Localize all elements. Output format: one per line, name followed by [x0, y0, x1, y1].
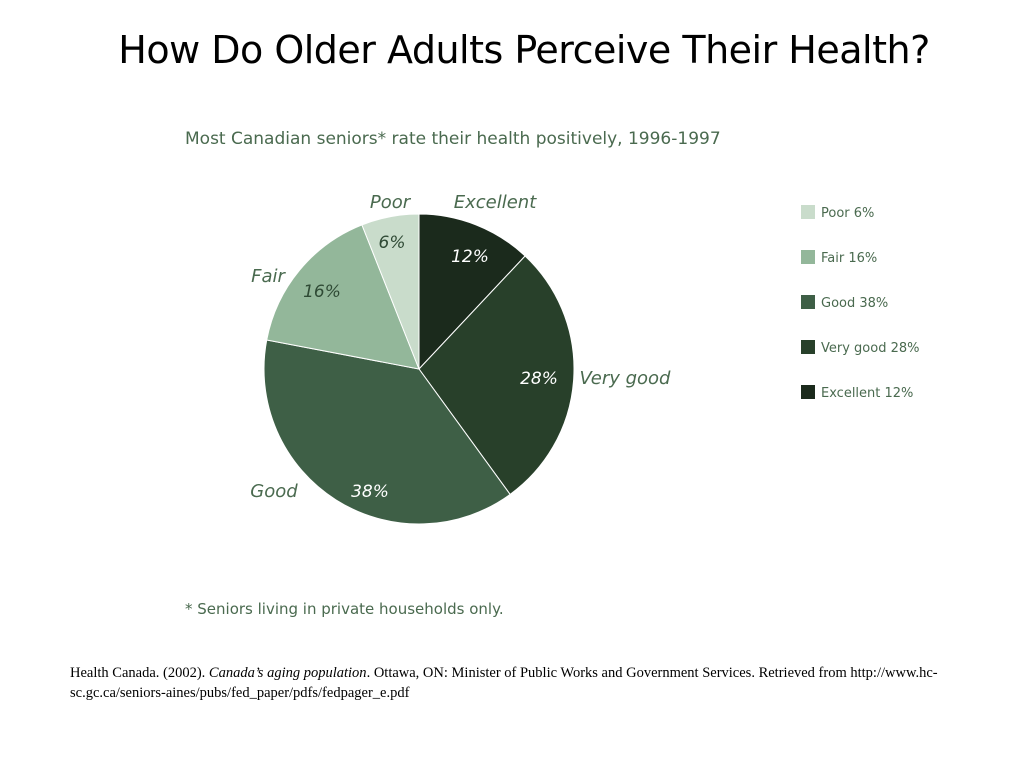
- legend-swatch-excellent-12-: [801, 385, 815, 399]
- slice-value-fair: 16%: [303, 282, 341, 302]
- citation-work-title: Canada’s aging population: [208, 665, 367, 681]
- slice-label-good: Good: [250, 481, 298, 502]
- chart-title: Most Canadian seniors* rate their health…: [185, 129, 721, 149]
- slice-value-excellent: 12%: [451, 247, 489, 267]
- pie-slice-good: [263, 339, 511, 525]
- pie-chart: Most Canadian seniors* rate their health…: [185, 129, 920, 618]
- legend-label-fair-16-: Fair 16%: [821, 251, 877, 266]
- pie-slice-very-good: [418, 255, 575, 496]
- legend-swatch-poor-6-: [801, 205, 815, 219]
- legend-swatch-good-38-: [801, 295, 815, 309]
- legend-swatch-fair-16-: [801, 250, 815, 264]
- pie-slice-excellent: [418, 213, 526, 371]
- slice-label-very-good: Very good: [580, 368, 672, 389]
- legend-swatch-very-good-28-: [801, 340, 815, 354]
- slice-value-poor: 6%: [379, 233, 406, 253]
- pie-slice-poor: [361, 213, 420, 370]
- slice-value-very-good: 28%: [520, 369, 558, 389]
- pie-slice-fair: [266, 224, 420, 370]
- slice-label-poor: Poor: [370, 192, 412, 213]
- legend-label-very-good-28-: Very good 28%: [821, 341, 920, 356]
- legend-label-excellent-12-: Excellent 12%: [821, 386, 913, 401]
- pie-slices: [263, 213, 575, 525]
- citation: Health Canada. (2002). Canada’s aging po…: [70, 663, 970, 703]
- legend-label-good-38-: Good 38%: [821, 296, 888, 311]
- legend: Poor 6% Fair 16% Good 38% Very good 28% Exce…: [801, 205, 920, 401]
- citation-publisher: . Ottawa, ON: Minister of Public Works a…: [70, 665, 938, 701]
- slice-value-good: 38%: [351, 482, 389, 502]
- slide-title: How Do Older Adults Perceive Their Healt…: [118, 28, 930, 72]
- legend-label-poor-6-: Poor 6%: [821, 206, 874, 221]
- pie-labels: Excellent 12% Very good 28% Good 38% Fair 16% Po…: [250, 192, 671, 502]
- citation-author-year: Health Canada. (2002).: [70, 665, 206, 681]
- slice-label-fair: Fair: [251, 266, 286, 287]
- slice-label-excellent: Excellent: [454, 192, 537, 213]
- chart-footnote: * Seniors living in private households o…: [185, 600, 504, 618]
